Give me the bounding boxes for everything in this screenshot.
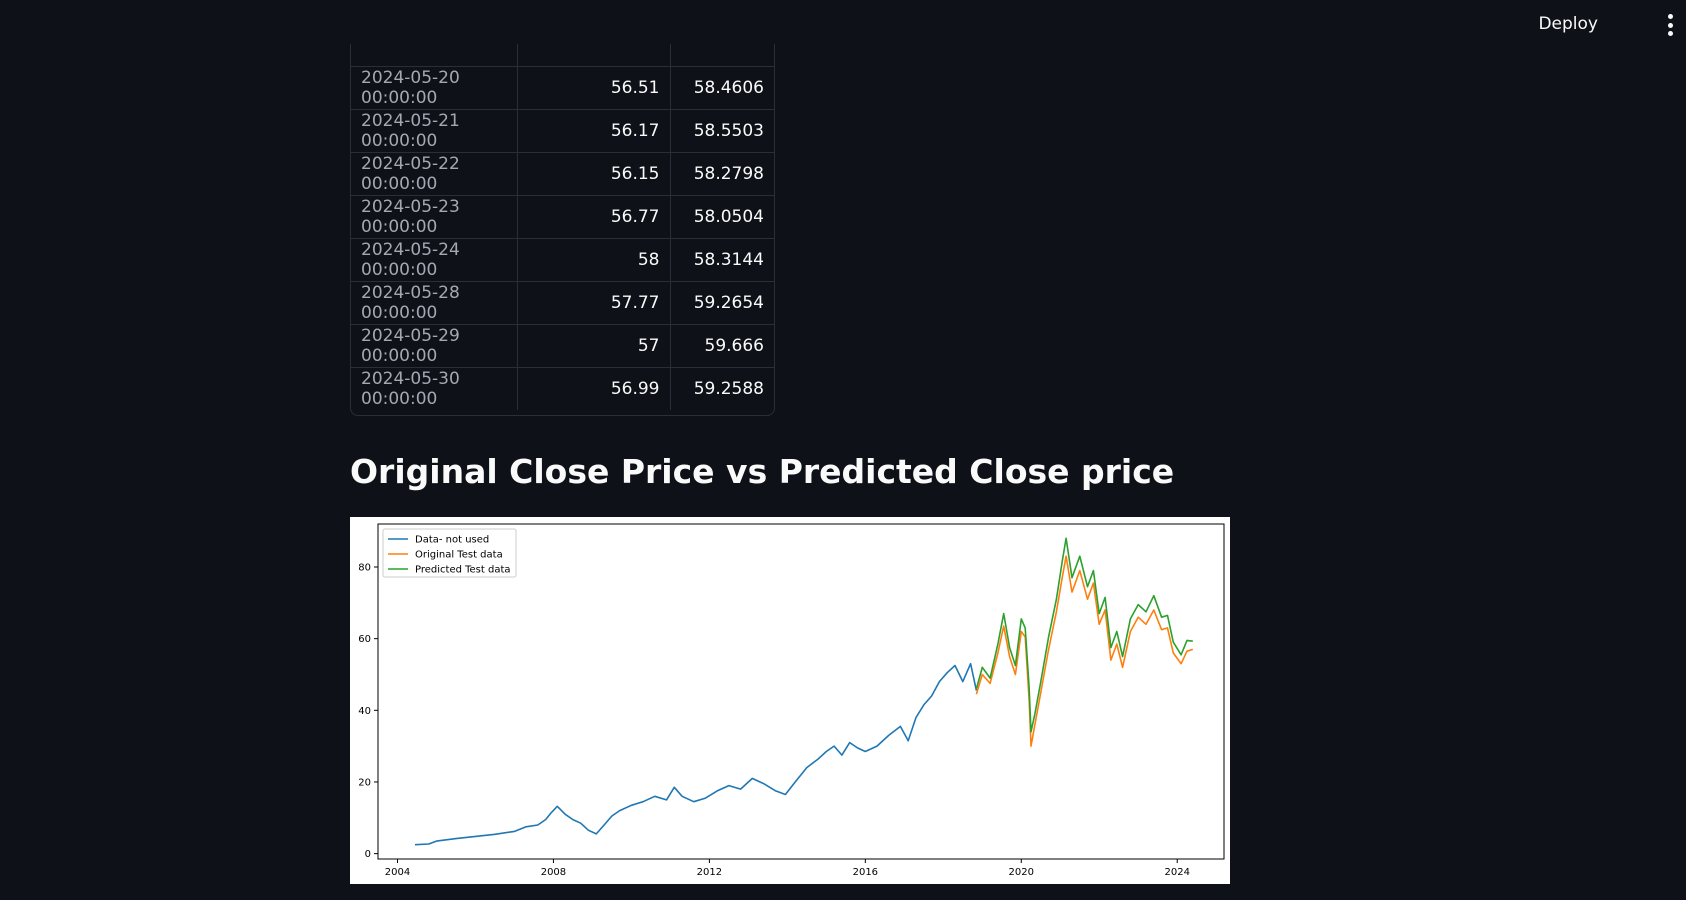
table-cell-index: 2024-05-24 00:00:00	[351, 238, 518, 282]
table-cell	[351, 44, 518, 67]
table-cell-original: 57	[517, 324, 671, 368]
table-cell-predicted: 58.0504	[670, 195, 774, 239]
table-row: 2024-05-20 00:00:00 56.51 58.4606	[351, 66, 774, 110]
table-cell-index: 2024-05-30 00:00:00	[351, 367, 518, 410]
x-tick-label: 2004	[385, 867, 410, 878]
menu-dot	[1667, 31, 1673, 36]
table-cell-original: 56.17	[517, 109, 671, 153]
vertical-ellipsis-icon[interactable]	[1664, 14, 1676, 36]
y-tick-label: 40	[358, 706, 371, 717]
y-tick-label: 20	[358, 777, 371, 788]
table-cell-original: 56.15	[517, 152, 671, 196]
series-line-0	[414, 662, 978, 846]
table-cell-predicted: 59.2654	[670, 281, 774, 325]
data-table[interactable]: 2024-05-20 00:00:00 56.51 58.4606 2024-05-2…	[350, 44, 775, 416]
series-line-1	[975, 555, 1194, 747]
table-row: 2024-05-29 00:00:00 57 59.666	[351, 324, 774, 368]
table-row-partial	[351, 44, 774, 67]
table-row: 2024-05-23 00:00:00 56.77 58.0504	[351, 195, 774, 239]
table-cell-index: 2024-05-29 00:00:00	[351, 324, 518, 368]
table-cell-predicted: 58.5503	[670, 109, 774, 153]
line-chart: 2004 2008 2012 2016 2020 2024 0 20 40 60 80 Data- n…	[350, 517, 1230, 884]
x-tick-label: 2020	[1009, 867, 1034, 878]
table-cell-predicted: 59.666	[670, 324, 774, 368]
menu-dot	[1667, 22, 1673, 28]
x-tick-label: 2012	[697, 867, 722, 878]
table-row: 2024-05-21 00:00:00 56.17 58.5503	[351, 109, 774, 153]
table-cell-predicted: 59.2588	[693, 378, 764, 399]
table-row: 2024-05-30 00:00:00 56.99 59.2588	[351, 367, 774, 410]
section-title: Original Close Price vs Predicted Close …	[350, 452, 1175, 491]
table-cell-predicted: 58.4606	[670, 66, 774, 110]
table-row: 2024-05-28 00:00:00 57.77 59.2654	[351, 281, 774, 325]
prediction-table: 2024-05-20 00:00:00 56.51 58.4606 2024-05-2…	[351, 44, 774, 410]
legend-box	[382, 528, 517, 578]
table-cell-original: 57.77	[517, 281, 671, 325]
deploy-button[interactable]: Deploy	[1538, 14, 1598, 34]
series-line-2	[975, 537, 1193, 733]
chart-svg: 2004 2008 2012 2016 2020 2024 0 20 40 60 80 Data- n…	[358, 523, 1225, 878]
table-cell-original: 56.99	[517, 367, 671, 410]
table-row: 2024-05-24 00:00:00 58 58.3144	[351, 238, 774, 282]
table-cell	[517, 44, 671, 67]
table-cell-index: 2024-05-21 00:00:00	[351, 109, 518, 153]
table-row: 2024-05-22 00:00:00 56.15 58.2798	[351, 152, 774, 196]
app-header: Deploy	[0, 0, 1686, 50]
table-cell-index: 2024-05-23 00:00:00	[351, 195, 518, 239]
x-tick-label: 2016	[853, 867, 878, 878]
table-cell-predicted: 58.3144	[670, 238, 774, 282]
table-cell-index: 2024-05-28 00:00:00	[351, 281, 518, 325]
x-tick-label: 2008	[541, 867, 566, 878]
table-cell-index: 2024-05-20 00:00:00	[351, 66, 518, 110]
table-cell-original: 58	[517, 238, 671, 282]
table-cell	[670, 44, 774, 67]
legend-label: Data- not used	[415, 535, 489, 546]
y-tick-label: 0	[365, 849, 371, 860]
table-cell-original: 56.77	[517, 195, 671, 239]
table-cell-original: 56.51	[517, 66, 671, 110]
y-tick-label: 60	[358, 634, 371, 645]
legend-label: Original Test data	[415, 550, 503, 561]
y-tick-label: 80	[358, 562, 371, 573]
legend-label: Predicted Test data	[415, 565, 511, 576]
x-tick-label: 2024	[1164, 867, 1189, 878]
menu-dot	[1667, 14, 1673, 19]
table-cell-predicted: 58.2798	[670, 152, 774, 196]
table-cell-index: 2024-05-22 00:00:00	[351, 152, 518, 196]
